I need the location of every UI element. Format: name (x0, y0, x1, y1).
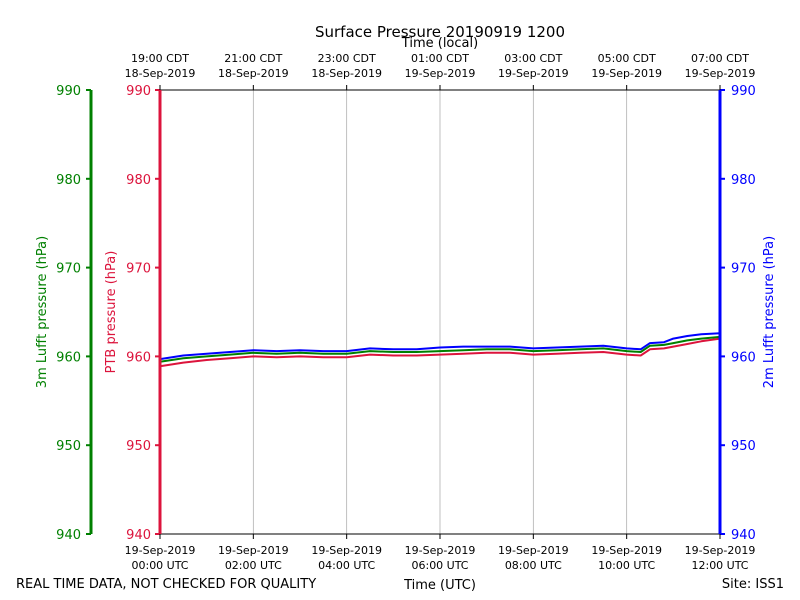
x-tick-label-top-date: 18-Sep-2019 (218, 67, 289, 80)
x-tick-label-bottom-time: 00:00 UTC (131, 559, 188, 572)
y-axis-label-2m: 2m Lufft pressure (hPa) (762, 236, 777, 388)
x-tick-label-top-time: 21:00 CDT (224, 52, 282, 65)
x-tick-label-bottom-date: 19-Sep-2019 (405, 544, 476, 557)
y-tick-label-ptb: 980 (126, 173, 151, 188)
x-tick-label-bottom-time: 08:00 UTC (505, 559, 562, 572)
x-tick-label-top-date: 19-Sep-2019 (498, 67, 569, 80)
x-tick-label-bottom-time: 10:00 UTC (598, 559, 655, 572)
y-tick-label-2m: 950 (731, 439, 756, 454)
x-tick-label-top-time: 01:00 CDT (411, 52, 469, 65)
x-tick-label-top-date: 19-Sep-2019 (685, 67, 756, 80)
x-tick-label-top-time: 23:00 CDT (318, 52, 376, 65)
y-tick-label-ptb: 990 (126, 84, 151, 99)
y-tick-label-ptb: 940 (126, 528, 151, 543)
x-tick-label-bottom-date: 19-Sep-2019 (218, 544, 289, 557)
vertical-grid (252, 90, 628, 534)
x-tick-label-bottom-time: 06:00 UTC (411, 559, 468, 572)
x-tick-label-bottom-time: 04:00 UTC (318, 559, 375, 572)
top-axis-label: Time (local) (401, 36, 478, 51)
y-tick-label-ptb: 950 (126, 439, 151, 454)
y-tick-label-3m: 950 (56, 439, 81, 454)
y-tick-label-3m: 960 (56, 350, 81, 365)
x-tick-label-bottom-date: 19-Sep-2019 (498, 544, 569, 557)
site-label: Site: ISS1 (722, 577, 784, 592)
y-tick-label-3m: 990 (56, 84, 81, 99)
x-tick-label-bottom-date: 19-Sep-2019 (311, 544, 382, 557)
y-axis-label-ptb: PTB pressure (hPa) (104, 251, 119, 374)
x-tick-label-bottom-date: 19-Sep-2019 (591, 544, 662, 557)
y-tick-label-ptb: 970 (126, 262, 151, 277)
x-tick-label-top-time: 05:00 CDT (598, 52, 656, 65)
y-tick-label-2m: 990 (731, 84, 756, 99)
bottom-axis-label: Time (UTC) (403, 578, 476, 593)
x-tick-label-top-date: 18-Sep-2019 (125, 67, 196, 80)
y-tick-label-3m: 980 (56, 173, 81, 188)
x-tick-label-top-date: 19-Sep-2019 (591, 67, 662, 80)
series-line-0 (159, 337, 721, 368)
series-group (159, 332, 721, 368)
y-tick-label-2m: 970 (731, 262, 756, 277)
y-axis-label-3m: 3m Lufft pressure (hPa) (35, 236, 50, 388)
series-line-2 (159, 332, 721, 361)
tick-group: 940 940 940 950 950 950 960 960 960 970 970 970 980 9… (35, 52, 777, 572)
x-tick-label-top-time: 07:00 CDT (691, 52, 749, 65)
x-tick-label-bottom-time: 12:00 UTC (691, 559, 748, 572)
x-tick-label-bottom-date: 19-Sep-2019 (125, 544, 196, 557)
quality-note: REAL TIME DATA, NOT CHECKED FOR QUALITY (16, 577, 316, 592)
y-tick-label-2m: 980 (731, 173, 756, 188)
y-tick-label-2m: 940 (731, 528, 756, 543)
series-line-1 (159, 335, 721, 363)
y-tick-label-3m: 940 (56, 528, 81, 543)
y-tick-label-2m: 960 (731, 350, 756, 365)
chart-title: Surface Pressure 20190919 1200 (315, 23, 565, 41)
x-tick-label-top-time: 19:00 CDT (131, 52, 189, 65)
x-tick-label-top-date: 18-Sep-2019 (311, 67, 382, 80)
x-tick-label-bottom-time: 02:00 UTC (225, 559, 282, 572)
x-tick-label-top-time: 03:00 CDT (504, 52, 562, 65)
plot-frame (89, 89, 722, 535)
y-tick-label-ptb: 960 (126, 350, 151, 365)
x-tick-label-bottom-date: 19-Sep-2019 (685, 544, 756, 557)
x-tick-label-top-date: 19-Sep-2019 (405, 67, 476, 80)
y-tick-label-3m: 970 (56, 262, 81, 277)
